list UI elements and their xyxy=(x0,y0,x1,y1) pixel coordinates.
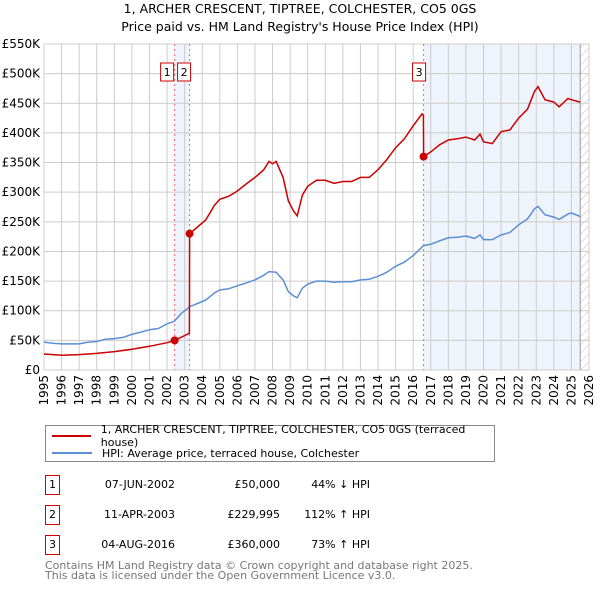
legend-label-property: 1, ARCHER CRESCENT, TIPTREE, COLCHESTER,… xyxy=(100,423,466,449)
transaction-date: 04-AUG-2016 xyxy=(101,538,175,551)
x-tick-label: 1996 xyxy=(55,375,69,406)
x-tick-label: 1995 xyxy=(37,375,51,406)
y-tick-label: £50K xyxy=(9,333,41,347)
footer-copyright: Contains HM Land Registry data © Crown c… xyxy=(45,559,473,572)
transaction-number: 2 xyxy=(45,505,60,525)
x-tick-label: 2023 xyxy=(529,375,543,406)
transaction-price: £360,000 xyxy=(227,538,281,551)
x-tick-label: 2013 xyxy=(353,375,367,406)
y-tick-label: £550K xyxy=(2,37,42,51)
legend: 1, ARCHER CRESCENT, TIPTREE, COLCHESTER,… xyxy=(45,423,495,462)
sale-label-box: 3 xyxy=(412,62,427,82)
x-tick-label: 2011 xyxy=(318,375,332,406)
plot-border xyxy=(43,43,590,371)
sale-label-border xyxy=(160,62,175,82)
transaction-row: 2 11-APR-2003 £229,995 112% ↑ HPI xyxy=(45,505,505,525)
x-tick-label: 2019 xyxy=(459,375,473,406)
x-tick-label: 2021 xyxy=(494,375,508,406)
legend-swatch-hpi xyxy=(52,452,92,454)
x-tick-label: 2010 xyxy=(301,375,315,406)
y-tick-label: £350K xyxy=(2,156,42,170)
x-tick-label: 2024 xyxy=(547,375,561,406)
sale-label-border xyxy=(412,62,427,82)
x-tick-label: 2001 xyxy=(142,375,156,406)
x-tick-label: 2007 xyxy=(248,375,262,406)
transaction-date: 11-APR-2003 xyxy=(103,508,175,521)
footer-licence: This data is licensed under the Open Gov… xyxy=(45,569,396,582)
y-tick-label: £200K xyxy=(2,244,42,258)
chart-subtitle: Price paid vs. HM Land Registry's House … xyxy=(121,19,479,34)
y-tick-label: £150K xyxy=(2,274,42,288)
x-tick-label: 1999 xyxy=(107,375,121,406)
y-tick-label: £100K xyxy=(2,304,42,318)
x-tick-label: 2004 xyxy=(195,375,209,406)
x-tick-label: 2022 xyxy=(512,375,526,406)
x-tick-label: 1997 xyxy=(72,375,86,406)
transaction-price: £229,995 xyxy=(227,508,281,521)
x-tick-label: 2003 xyxy=(178,375,192,406)
x-tick-label: 2012 xyxy=(336,375,350,406)
x-tick-label: 2020 xyxy=(477,375,491,406)
transaction-hpi: 44% ↓ HPI xyxy=(311,478,370,491)
x-tick-label: 2014 xyxy=(371,375,385,406)
y-tick-label: £0 xyxy=(25,363,40,377)
sale-point xyxy=(419,152,428,161)
x-tick-label: 2006 xyxy=(230,375,244,406)
hpi-line xyxy=(43,205,581,345)
transaction-hpi: 73% ↑ HPI xyxy=(311,538,370,551)
shaded-region xyxy=(423,44,581,370)
sale-label: 1 xyxy=(164,66,171,79)
transaction-price: £50,000 xyxy=(234,478,281,491)
legend-label-hpi: HPI: Average price, terraced house, Colc… xyxy=(102,446,360,460)
forecast-hatch xyxy=(580,44,589,370)
y-tick-label: £400K xyxy=(2,126,42,140)
x-tick-label: 1998 xyxy=(90,375,104,406)
x-tick-label: 2017 xyxy=(424,375,438,406)
shaded-region xyxy=(174,44,190,370)
chart-title: 1, ARCHER CRESCENT, TIPTREE, COLCHESTER,… xyxy=(123,1,477,16)
x-tick-label: 2002 xyxy=(160,375,174,406)
sale-label-border xyxy=(177,62,192,82)
sale-label-box: 1 xyxy=(160,62,175,82)
price-chart: £0 £50K £100K £150K £200K £250K £300K £350K £400… xyxy=(2,37,596,406)
y-tick-label: £500K xyxy=(2,67,42,81)
transaction-date: 07-JUN-2002 xyxy=(104,478,175,491)
x-tick-label: 2000 xyxy=(125,375,139,406)
x-tick-label: 2008 xyxy=(266,375,280,406)
x-tick-label: 2005 xyxy=(213,375,227,406)
y-tick-label: £250K xyxy=(2,215,42,229)
legend-item-property: 1, ARCHER CRESCENT, TIPTREE, COLCHESTER,… xyxy=(46,423,494,449)
sale-label-box: 2 xyxy=(177,62,192,82)
legend-swatch-property xyxy=(52,435,91,437)
transaction-number: 3 xyxy=(45,535,60,555)
transaction-row: 1 07-JUN-2002 £50,000 44% ↓ HPI xyxy=(45,475,505,495)
y-tick-label: £450K xyxy=(2,96,42,110)
x-tick-label: 2015 xyxy=(389,375,403,406)
x-tick-label: 2025 xyxy=(564,375,578,406)
transaction-hpi: 112% ↑ HPI xyxy=(304,508,370,521)
legend-item-hpi: HPI: Average price, terraced house, Colc… xyxy=(46,445,359,461)
transaction-row: 3 04-AUG-2016 £360,000 73% ↑ HPI xyxy=(45,535,505,555)
sale-point xyxy=(170,336,179,345)
x-tick-label: 2016 xyxy=(406,375,420,406)
sale-point xyxy=(185,229,194,238)
y-tick-label: £300K xyxy=(2,185,42,199)
property-price-line xyxy=(43,85,581,356)
transaction-number: 1 xyxy=(45,475,60,495)
sale-label: 2 xyxy=(181,66,188,79)
x-tick-label: 2009 xyxy=(283,375,297,406)
x-tick-label: 2018 xyxy=(441,375,455,406)
x-tick-label: 2026 xyxy=(582,375,596,406)
sale-label: 3 xyxy=(416,66,423,79)
